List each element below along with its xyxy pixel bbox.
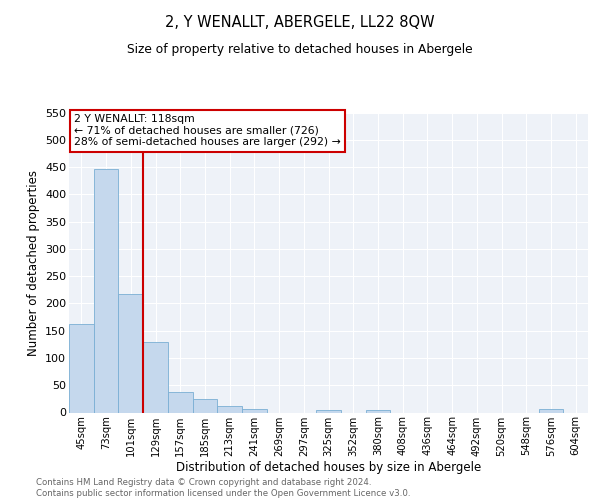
Bar (143, 342, 168, 412)
Text: Size of property relative to detached houses in Abergele: Size of property relative to detached ho… (127, 42, 473, 56)
Text: 2 Y WENALLT: 118sqm
← 71% of detached houses are smaller (726)
28% of semi-detac: 2 Y WENALLT: 118sqm ← 71% of detached ho… (74, 114, 341, 147)
X-axis label: Distribution of detached houses by size in Abergele: Distribution of detached houses by size … (176, 461, 481, 474)
Bar (193, 399, 217, 412)
Bar (118, 294, 143, 412)
Bar (365, 410, 390, 412)
Bar (316, 410, 341, 412)
Bar (69, 324, 94, 412)
Bar (242, 409, 267, 412)
Text: Contains HM Land Registry data © Crown copyright and database right 2024.
Contai: Contains HM Land Registry data © Crown c… (36, 478, 410, 498)
Bar (539, 409, 563, 412)
Bar (168, 392, 193, 412)
Y-axis label: Number of detached properties: Number of detached properties (26, 170, 40, 356)
Text: 2, Y WENALLT, ABERGELE, LL22 8QW: 2, Y WENALLT, ABERGELE, LL22 8QW (165, 15, 435, 30)
Bar (217, 406, 242, 412)
Bar (94, 169, 118, 412)
